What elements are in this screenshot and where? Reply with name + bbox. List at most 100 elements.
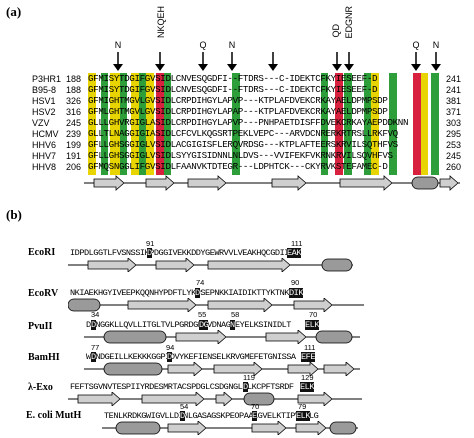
- site-number: 34: [91, 310, 100, 319]
- sequence-name: HSV1: [32, 96, 56, 106]
- catalytic-residue: D: [147, 248, 152, 258]
- secondary-structure-track: [68, 258, 353, 272]
- catalytic-residue: EFE: [301, 352, 315, 362]
- end-position: 371: [446, 107, 462, 117]
- aligned-sequence: GFMIGHTMGVLGVSIDLCRPDIHGYLAPVP---KTPLAFD…: [88, 95, 388, 106]
- highlight-yellow: [131, 73, 139, 175]
- enzyme-name: PvuII: [28, 321, 53, 332]
- sequence-name: HHV6: [32, 140, 57, 150]
- start-position: 239: [66, 129, 82, 139]
- aligned-sequence: GLLTLNAGGIGIASIDLCFCVLKQGSRTPEKLVEPC---A…: [88, 128, 398, 139]
- catalytic-residue: ELK: [305, 320, 319, 330]
- catalytic-residue: D: [195, 288, 200, 298]
- down-arrow-icon: [155, 52, 165, 71]
- site-number: 111: [291, 239, 303, 248]
- marker-label: Q: [199, 40, 207, 50]
- highlight-green: [364, 73, 371, 175]
- alpha-helix-cylinder: [411, 176, 439, 190]
- site-number: 129: [301, 373, 314, 382]
- beta-strand-arrow: [339, 175, 393, 191]
- highlight-green: [431, 73, 439, 175]
- highlight-green: [101, 73, 108, 175]
- highlight-yellow: [371, 73, 379, 175]
- aligned-sequence: GLLLGHVRGIGLASIDLCRPDIHGYLAPVP---PNHPAET…: [88, 117, 409, 128]
- marker-label: N: [228, 40, 236, 50]
- beta-strand-arrow: [187, 175, 227, 191]
- highlight-red: [156, 73, 164, 175]
- down-arrow-icon: [332, 52, 342, 71]
- site-number: 54: [180, 402, 189, 411]
- down-arrow-icon: [113, 52, 123, 71]
- enzyme-name: E. coli MutH: [26, 410, 82, 421]
- marker-label: QD: [331, 24, 341, 38]
- highlight-green: [120, 73, 127, 175]
- site-number: 70: [309, 310, 318, 319]
- sequence-name: HHV8: [32, 162, 57, 172]
- marker-label: Q: [412, 40, 420, 50]
- highlight-green: [389, 73, 397, 175]
- sequence-name: B95-8: [32, 85, 57, 95]
- aligned-sequence: GFLLGHSGGIGLVSIDLACGIGISFLERQVRDSG---KTP…: [88, 139, 398, 150]
- marker-label-stack: QD: [331, 24, 341, 38]
- secondary-structure-track: [68, 298, 364, 312]
- beta-strand-arrow: [93, 175, 125, 191]
- site-number: 70: [251, 402, 260, 411]
- sequence-name: P3HR1: [32, 74, 62, 84]
- enzyme-name: EcoRV: [28, 288, 59, 299]
- start-position: 199: [66, 140, 82, 150]
- start-position: 245: [66, 118, 82, 128]
- sequence-name: HSV2: [32, 107, 56, 117]
- highlight-green: [164, 73, 171, 175]
- aligned-sequence: GFMLGHTMGVLGVSIDLCRPDIHGYLAPAP---KTPLAFD…: [88, 106, 388, 117]
- end-position: 241: [446, 85, 462, 95]
- secondary-structure-track: [84, 362, 360, 376]
- panel-b-label: (b): [6, 207, 22, 222]
- highlight-green: [139, 73, 146, 175]
- end-position: 260: [446, 162, 462, 172]
- catalytic-residue: ELK: [300, 382, 314, 392]
- beta-strand-arrow: [439, 175, 459, 191]
- start-position: 206: [66, 162, 82, 172]
- site-number: 111: [304, 343, 316, 352]
- start-position: 191: [66, 151, 82, 161]
- down-arrow-icon: [431, 52, 441, 71]
- marker-label: EDGNR: [344, 6, 354, 39]
- enzyme-sequence: WNNDGEILLKEKKKGGPIDVYKEFIENSELKRVGMEFETG…: [86, 352, 296, 362]
- end-position: 245: [446, 151, 462, 161]
- site-number: 91: [146, 239, 155, 248]
- catalytic-residue: D: [91, 320, 96, 330]
- beta-strand-arrow: [271, 175, 307, 191]
- aligned-sequence: GFLLGHSGGIGLVSIDLSYYGISIDNNLNLDVS---VVIF…: [88, 150, 393, 161]
- site-number: 79: [298, 402, 307, 411]
- site-number: 119: [243, 373, 255, 382]
- secondary-structure-track: [84, 175, 460, 191]
- highlight-yellow: [146, 73, 154, 175]
- marker-label-stack: EDGNR: [344, 6, 354, 39]
- catalytic-residue: D: [91, 352, 96, 362]
- aligned-sequence: GFMISYTDGIFGVSIDLCNVESQGDFI--FTDRS---C-I…: [88, 84, 378, 95]
- catalytic-residue: E: [252, 411, 257, 421]
- catalytic-residue: N: [230, 320, 235, 330]
- catalytic-residue: ELK: [296, 411, 310, 421]
- end-position: 253: [446, 140, 462, 150]
- end-position: 381: [446, 96, 462, 106]
- enzyme-name: BamHI: [28, 352, 60, 363]
- enzyme-sequence: FEFTSGVNVTESPIIYRDESMRTACSPDGLCSDGNGLELK…: [70, 382, 294, 392]
- start-position: 188: [66, 85, 82, 95]
- catalytic-residue: DIK: [289, 288, 303, 298]
- end-position: 295: [446, 129, 462, 139]
- highlight-yellow: [110, 73, 120, 175]
- enzyme-name: EcoRI: [28, 247, 56, 258]
- sequence-name: HCMV: [32, 129, 59, 139]
- enzyme-sequence: NKIAEKHGYIVEEPKQQNHYPDFTLYKPSEPNKKIAIDIK…: [70, 288, 294, 298]
- aligned-sequence: GFMQSNGGLIFGVSIDLFAANVKTDTEGR---LDPHTCK-…: [88, 161, 388, 172]
- catalytic-residue: EAK: [287, 248, 301, 258]
- site-number: 55: [198, 310, 207, 319]
- site-number: 58: [231, 310, 240, 319]
- enzyme-sequence: DDNGGKLLQVLLITGLTVLPGRDGNAVDNAGQEYELKSIN…: [86, 320, 291, 330]
- highlight-green: [344, 73, 352, 175]
- secondary-structure-track: [102, 421, 358, 435]
- catalytic-residue: D: [180, 411, 185, 421]
- secondary-structure-track: [68, 392, 362, 406]
- start-position: 326: [66, 96, 82, 106]
